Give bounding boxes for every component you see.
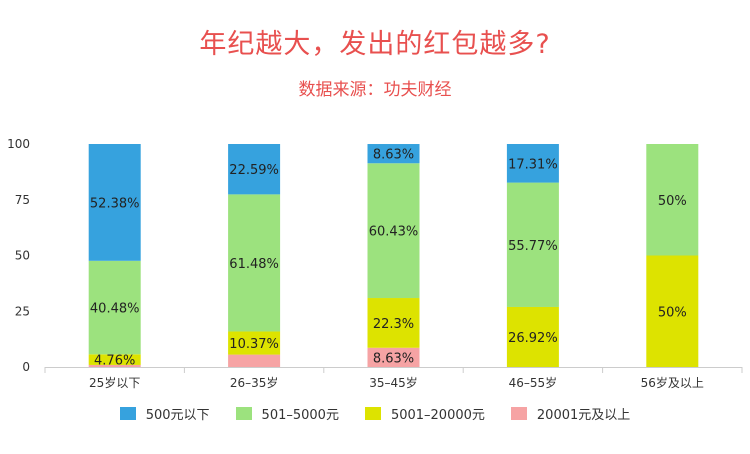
data-label: 8.63% xyxy=(373,148,414,163)
data-label: 17.31% xyxy=(508,157,558,172)
legend-swatch-500-below xyxy=(119,407,136,420)
y-tick-label: 100 xyxy=(7,137,30,151)
x-tick-label: 56岁及以上 xyxy=(641,375,704,390)
x-tick-label: 46–55岁 xyxy=(509,375,558,390)
bar-segment xyxy=(228,194,281,332)
bar-segment xyxy=(88,364,141,367)
data-label: 4.76% xyxy=(94,353,135,368)
data-label: 8.63% xyxy=(373,351,414,366)
legend-item-5001-20000[interactable]: 5001–20000元 xyxy=(364,404,485,423)
chart-title: 年纪越大，发出的红包越多? xyxy=(199,29,551,60)
bar-segment xyxy=(367,347,420,367)
legend-item-500-below[interactable]: 500元以下 xyxy=(119,404,210,423)
data-label: 26.92% xyxy=(508,331,558,346)
legend-label: 20001元及以上 xyxy=(536,408,631,423)
bar-segment xyxy=(228,354,281,367)
bar-segment xyxy=(88,354,141,365)
data-label: 55.77% xyxy=(508,239,558,254)
x-tick-label: 25岁以下 xyxy=(89,375,140,390)
legend-label: 5001–20000元 xyxy=(390,408,485,423)
y-tick-label: 75 xyxy=(15,193,30,207)
bar-segment xyxy=(506,182,559,307)
data-label: 52.38% xyxy=(90,196,140,211)
data-label: 50% xyxy=(658,305,687,320)
bar-segment xyxy=(88,144,141,261)
y-tick-label: 25 xyxy=(15,304,30,318)
legend-item-501-5000[interactable]: 501–5000元 xyxy=(235,404,339,423)
bar-segment xyxy=(646,255,699,367)
data-label: 50% xyxy=(658,194,687,209)
bar-segment xyxy=(506,144,559,183)
x-tick-label: 35–45岁 xyxy=(369,375,418,390)
bar-segment xyxy=(228,331,281,355)
data-label: 22.3% xyxy=(373,317,414,332)
bar-segment xyxy=(506,306,559,367)
legend: 500元以下 501–5000元 5001–20000元 20001元及以上 xyxy=(0,404,750,423)
legend-label: 501–5000元 xyxy=(261,408,339,423)
legend-swatch-20001-above xyxy=(510,407,527,420)
y-tick-label: 50 xyxy=(15,249,30,263)
legend-item-20001-above[interactable]: 20001元及以上 xyxy=(510,404,631,423)
bar-segment xyxy=(88,260,141,355)
bar-segment xyxy=(367,144,420,164)
data-label: 10.37% xyxy=(229,337,279,352)
legend-swatch-501-5000 xyxy=(235,407,252,420)
bar-segment xyxy=(228,144,281,195)
data-label: 61.48% xyxy=(229,257,279,272)
legend-label: 500元以下 xyxy=(145,408,210,423)
bar-segment xyxy=(367,298,420,348)
data-label: 22.59% xyxy=(229,163,279,178)
data-label: 60.43% xyxy=(369,225,419,240)
bar-segment xyxy=(646,144,699,256)
y-tick-label: 0 xyxy=(22,360,30,374)
chart-subtitle: 数据来源：功夫财经 xyxy=(298,80,452,100)
data-label: 40.48% xyxy=(90,302,140,317)
bar-segment xyxy=(367,163,420,299)
x-tick-label: 26–35岁 xyxy=(230,375,279,390)
legend-swatch-5001-20000 xyxy=(364,407,381,420)
